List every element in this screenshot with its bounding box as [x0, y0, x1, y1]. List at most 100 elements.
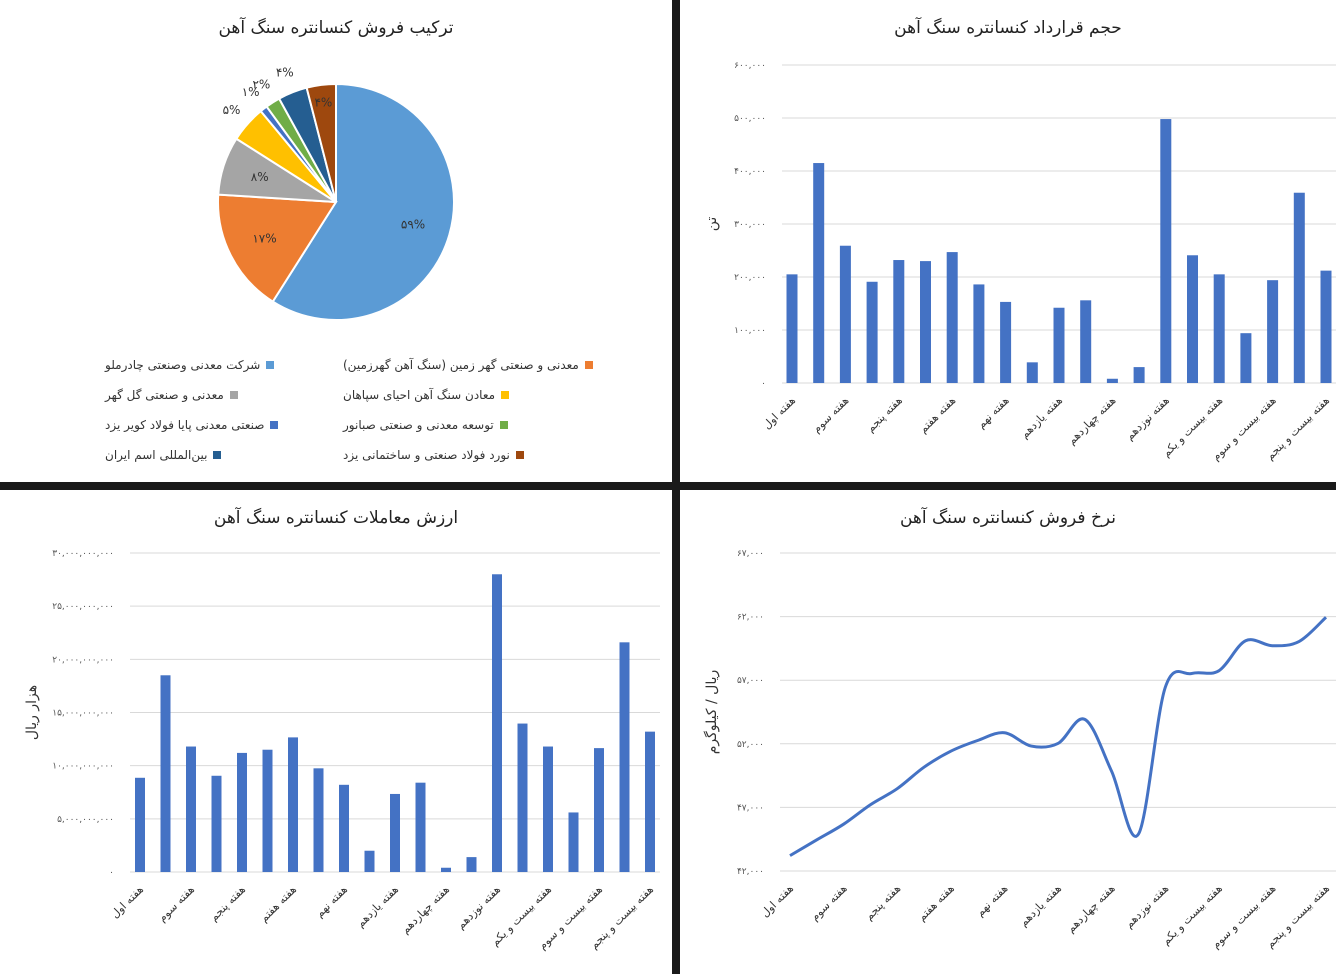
bar: [313, 768, 324, 872]
x-tick-label: هفته سوم: [808, 882, 850, 924]
bar: [1160, 119, 1172, 383]
bar: [973, 284, 985, 383]
legend-item: معادن سنگ آهن احیای سپاهان: [343, 388, 510, 402]
x-tick-label: هفته هفتم: [257, 883, 299, 925]
sale-rate-panel: نرخ فروش کنسانتره سنگ آهن ۴۲,۰۰۰ ۴۷,۰۰۰ ۵۲…: [680, 490, 1336, 974]
pie-slice-label: ۵%: [223, 103, 241, 117]
x-tick-label: هفته نوزدهم: [1123, 394, 1172, 443]
x-tick-label: هفته چهاردهم: [1064, 882, 1118, 936]
bar: [1267, 280, 1279, 383]
line-series: [789, 616, 1328, 857]
pie-chart: ۵۹% ۱۷% ۸% ۵%۱%۲% ۴% ۴%: [217, 66, 455, 321]
bar: [619, 642, 630, 872]
bar: [543, 746, 553, 872]
legend-label: صنعتی معدنی پایا فولاد کویر یزد: [105, 418, 265, 432]
bar: [839, 245, 851, 383]
legend-item: معدنی و صنعتی گهر زمین (سنگ آهن گهرزمین): [343, 358, 593, 372]
pie-slice-label: ۴%: [314, 95, 332, 109]
pie-slice: [217, 193, 338, 304]
y-tick-label: ۳۰۰,۰۰۰: [734, 220, 766, 230]
y-axis-label: هزار ریال: [24, 685, 40, 740]
bar: [237, 752, 247, 872]
x-tick-label: هفته نوزدهم: [1122, 882, 1171, 931]
bar: [288, 737, 298, 872]
y-tick-label: ۴۷,۰۰۰: [737, 803, 764, 813]
x-tick-label: هفته سوم: [156, 883, 198, 925]
contract-volume-chart: ۰ ۱۰۰,۰۰۰ ۲۰۰,۰۰۰ ۳۰۰,۰۰۰ ۴۰۰,۰۰۰ ۵۰۰,۰۰۰ ۶۰۰,…: [704, 61, 1336, 463]
legend-label: شرکت معدنی وصنعتی چادرملو: [105, 358, 261, 372]
x-tick-label: هفته اول: [108, 883, 146, 921]
y-tick-label: ۱۰۰,۰۰۰: [734, 326, 766, 336]
bar: [415, 782, 426, 872]
bar: [262, 749, 273, 872]
chart-title: ارزش معاملات کنسانتره سنگ آهن: [213, 508, 459, 528]
legend-swatch: [501, 391, 510, 399]
pie-slice: [271, 82, 455, 321]
y-tick-label: ۰: [109, 868, 114, 878]
x-tick-label: هفته یازدهم: [1018, 394, 1065, 441]
bar: [920, 261, 931, 383]
pie-slice: [305, 82, 337, 203]
y-tick-label: ۴۲,۰۰۰: [737, 867, 764, 877]
pie-slice-label: ۸%: [251, 170, 269, 184]
x-tick-label: هفته اول: [760, 394, 798, 432]
contract-volume-panel: حجم قرارداد کنسانتره سنگ آهن ۰ ۱۰۰,۰۰۰ ۲۰۰…: [680, 0, 1336, 482]
pie-slice-label: ۱۷%: [252, 231, 276, 245]
y-tick-label: ۵۲,۰۰۰: [737, 740, 764, 750]
legend-item: بین‌المللی اسم ایران: [105, 448, 222, 462]
y-tick-label: ۶۷,۰۰۰: [737, 549, 764, 559]
bar: [1213, 274, 1225, 383]
legend-item: صنعتی معدنی پایا فولاد کویر یزد: [105, 418, 279, 432]
bar: [1000, 301, 1012, 383]
legend-swatch: [213, 451, 222, 459]
pie-slice-label: ۲%: [252, 77, 270, 91]
x-tick-label: هفته پنجم: [207, 883, 248, 924]
y-tick-label: ۲۵,۰۰۰,۰۰۰,۰۰۰: [52, 602, 114, 612]
bar: [1293, 192, 1305, 383]
pie-chart-panel: ترکیب فروش کنسانتره سنگ آهن ۵۹% ۱۷% ۸% ۵% ۱%…: [0, 0, 672, 482]
bar: [1026, 362, 1038, 383]
legend-label: معدنی و صنعتی گهر زمین (سنگ آهن گهرزمین): [343, 358, 579, 372]
x-tick-label: هفته نهم: [313, 883, 350, 920]
x-tick-label: هفته یازدهم: [1017, 882, 1064, 929]
legend-swatch: [584, 361, 593, 369]
bar: [364, 850, 375, 872]
y-axis-label: تن: [704, 217, 720, 232]
bar: [466, 857, 477, 872]
x-tick-label: هفته چهاردهم: [1065, 394, 1119, 448]
bar: [594, 748, 604, 872]
y-tick-label: ۵۷,۰۰۰: [737, 676, 764, 686]
trade-value-chart: ۰ ۵,۰۰۰,۰۰۰,۰۰۰ ۱۰,۰۰۰,۰۰۰,۰۰۰ ۱۵,۰۰۰,۰۰۰,۰…: [24, 549, 660, 952]
pie-slice-label: ۵۹%: [401, 217, 425, 231]
bar: [1187, 255, 1198, 383]
legend-item: معدنی و صنعتی گل گهر: [105, 388, 238, 402]
legend-swatch: [499, 421, 508, 429]
x-tick-label: هفته پنجم: [864, 394, 905, 435]
x-tick-label: هفته یازدهم: [354, 883, 401, 930]
legend-label: بین‌المللی اسم ایران: [105, 448, 208, 462]
bar: [1133, 367, 1145, 383]
bar: [160, 675, 171, 872]
y-tick-label: ۳۰,۰۰۰,۰۰۰,۰۰۰: [52, 549, 114, 559]
bar: [568, 812, 579, 872]
bar: [1106, 378, 1118, 383]
chart-title: حجم قرارداد کنسانتره سنگ آهن: [894, 18, 1122, 38]
y-axis-label: ریال / کیلوگرم: [703, 670, 720, 755]
bar: [645, 731, 655, 872]
bar: [211, 775, 222, 872]
bar: [1240, 333, 1252, 383]
legend-item: توسعه معدنی و صنعتی صبانور: [343, 418, 508, 432]
bar: [786, 274, 798, 383]
bar: [1320, 270, 1332, 383]
legend-item: شرکت معدنی وصنعتی چادرملو: [105, 358, 275, 372]
legend-swatch: [515, 451, 524, 459]
bar: [517, 723, 528, 872]
pie-slice-label: ۴%: [276, 66, 294, 80]
legend-label: نورد فولاد صنعتی و ساختمانی یزد: [343, 448, 510, 462]
legend-swatch: [270, 421, 279, 429]
legend-label: توسعه معدنی و صنعتی صبانور: [343, 418, 494, 432]
legend-item: نورد فولاد صنعتی و ساختمانی یزد: [343, 448, 524, 462]
x-tick-label: هفته سوم: [810, 394, 852, 436]
sale-rate-chart: ۴۲,۰۰۰ ۴۷,۰۰۰ ۵۲,۰۰۰ ۵۷,۰۰۰ ۶۲,۰۰۰ ۶۷,۰۰۰ هفته…: [703, 549, 1336, 951]
bar: [441, 867, 451, 872]
